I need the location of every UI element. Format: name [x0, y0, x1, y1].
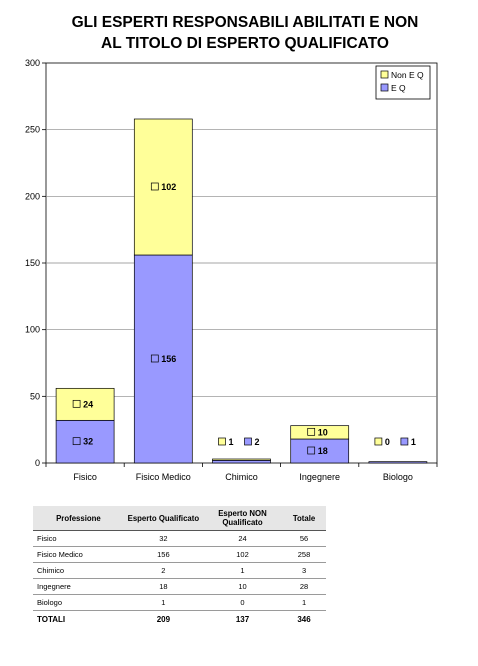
- header-esperto-non-qualificato: Esperto NON Qualificato: [202, 506, 283, 531]
- legend-label: E Q: [391, 83, 406, 93]
- summary-table: Professione Esperto Qualificato Esperto …: [33, 506, 326, 628]
- totals-cell: 137: [235, 615, 250, 624]
- table-cell: 32: [123, 530, 203, 547]
- data-label-non-eq: 0: [385, 437, 390, 447]
- data-label-eq: 18: [318, 446, 328, 456]
- table-cell: 102: [202, 546, 283, 563]
- y-tick-label: 200: [25, 191, 40, 201]
- table-cell: 156: [123, 546, 203, 563]
- y-tick-label: 0: [35, 458, 40, 468]
- x-tick-label: Chimico: [225, 472, 258, 482]
- totals-cell: 346: [297, 615, 311, 624]
- data-label-non-eq-key: [72, 399, 81, 408]
- y-tick-label: 250: [25, 125, 40, 135]
- table-header-row: Professione Esperto Qualificato Esperto …: [33, 506, 326, 531]
- x-tick-label: Fisico Medico: [136, 472, 191, 482]
- table-cell: 56: [282, 530, 326, 547]
- table-cell: 24: [202, 530, 283, 547]
- table-row: Biologo 1 0 1: [33, 594, 326, 611]
- table-cell: 1: [282, 594, 326, 611]
- bar-segment-non-eq: [212, 458, 271, 461]
- bar-segment-non-eq: [133, 118, 193, 256]
- table-row: Ingegnere 18 10 28: [33, 578, 326, 595]
- totals-cell: 209: [156, 615, 171, 624]
- table-cell: Fisico Medico: [33, 546, 124, 563]
- y-tick-label: 150: [25, 258, 40, 268]
- data-label-non-eq-key: [218, 437, 226, 446]
- table-row: Fisico Medico 156 102 258: [33, 546, 326, 563]
- data-label-eq: 156: [161, 354, 176, 364]
- table-cell: 28: [282, 578, 326, 595]
- y-tick-label: 50: [30, 391, 40, 401]
- bar-segment-non-eq: [55, 387, 115, 421]
- table-cell: 1: [123, 594, 203, 611]
- data-label-eq: 2: [255, 437, 260, 447]
- totals-label: TOTALI: [37, 615, 66, 624]
- data-label-non-eq: 10: [318, 427, 328, 437]
- legend-label: Non E Q: [391, 70, 424, 80]
- data-label-eq-key: [307, 446, 316, 455]
- table-cell: 2: [123, 562, 203, 579]
- data-label-non-eq-key: [150, 182, 159, 191]
- chart-title: GLI ESPERTI RESPONSABILI ABILITATI E NON…: [40, 12, 450, 54]
- table-cell: Chimico: [33, 562, 124, 579]
- bar-segment-non-eq: [290, 425, 350, 440]
- chart-title-line-1: GLI ESPERTI RESPONSABILI ABILITATI E NON: [71, 14, 419, 31]
- header-totale: Totale: [282, 506, 326, 531]
- data-label-eq-key: [244, 437, 252, 446]
- bar-segment-eq: [368, 461, 428, 464]
- data-label-non-eq: 24: [83, 399, 93, 409]
- data-label-non-eq-key: [374, 437, 383, 446]
- data-label-non-eq: 102: [161, 182, 176, 192]
- legend-swatch: [380, 70, 389, 79]
- data-label-non-eq: 1: [229, 437, 234, 447]
- x-tick-label: Fisico: [73, 472, 97, 482]
- x-tick-label: Biologo: [383, 472, 413, 482]
- table-totals-row: TOTALI 209 137 346: [33, 611, 326, 629]
- data-label-eq-key: [72, 437, 81, 446]
- table-cell: 258: [282, 546, 326, 563]
- data-label-eq-key: [150, 354, 159, 363]
- data-label-eq-key: [400, 437, 409, 446]
- y-tick-label: 100: [25, 325, 40, 335]
- bar-segment-eq: [133, 254, 193, 464]
- table-cell: Biologo: [33, 594, 124, 611]
- table-cell: 1: [202, 562, 283, 579]
- table-cell: Fisico: [33, 530, 124, 547]
- header-esperto-qualificato: Esperto Qualificato: [123, 506, 203, 531]
- table-cell: 0: [202, 594, 283, 611]
- table-cell: 10: [202, 578, 283, 595]
- bar-segment-eq: [55, 419, 115, 464]
- header-professione: Professione: [33, 506, 124, 531]
- chart-title-line-2: AL TITOLO DI ESPERTO QUALIFICATO: [101, 35, 389, 52]
- data-label-eq: 1: [411, 437, 416, 447]
- legend-swatch: [380, 83, 389, 92]
- table-cell: Ingegnere: [33, 578, 124, 595]
- table-cell: 3: [282, 562, 326, 579]
- bar-segment-eq: [212, 459, 271, 464]
- table-row: Fisico 32 24 56: [33, 530, 326, 547]
- y-tick-label: 300: [25, 58, 40, 68]
- data-label-eq: 32: [83, 437, 93, 447]
- table-cell: 18: [123, 578, 203, 595]
- table-row: Chimico 2 1 3: [33, 562, 326, 579]
- data-label-non-eq-key: [307, 427, 316, 436]
- x-tick-label: Ingegnere: [299, 472, 340, 482]
